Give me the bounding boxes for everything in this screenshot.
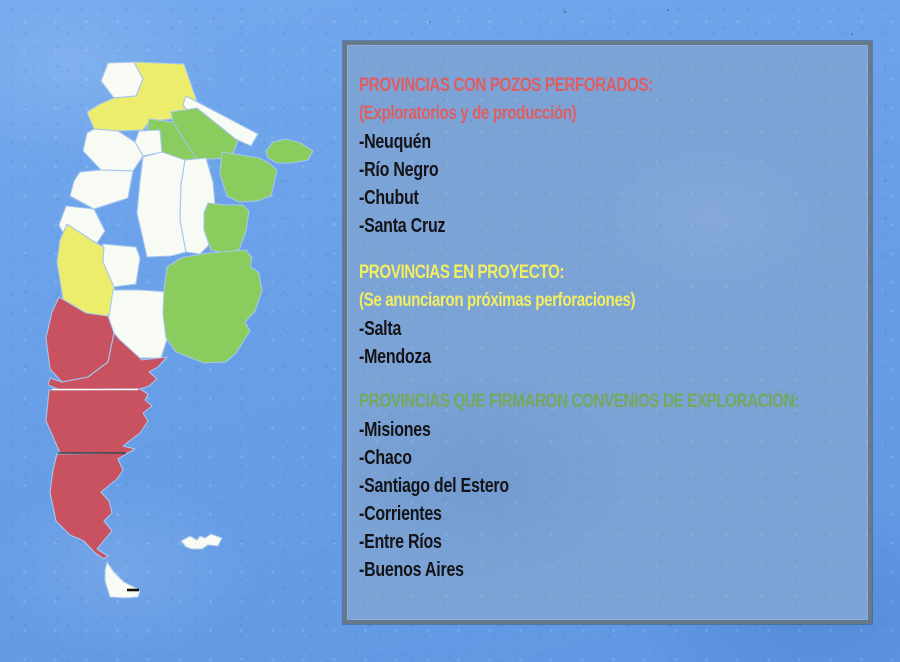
- legend-item: -Buenos Aires: [359, 559, 464, 581]
- province-misiones: [265, 138, 314, 164]
- argentina-map: [45, 61, 314, 599]
- legend-section-drilled: PROVINCIAS CON POZOS PERFORADOS: (Explor…: [359, 72, 856, 240]
- province-la-rioja: [69, 169, 134, 210]
- section-subtitle-project: (Se anunciaron próximas perforaciones): [359, 290, 636, 311]
- legend-item: -Entre Ríos: [359, 531, 442, 553]
- legend-item: -Chubut: [359, 187, 419, 209]
- legend-section-project: PROVINCIAS EN PROYECTO: (Se anunciaron p…: [359, 259, 856, 371]
- province-santa-cruz: [49, 452, 129, 560]
- legend-item: -Misiones: [359, 419, 431, 441]
- province-entre-rios: [203, 202, 250, 254]
- legend-item: -Santa Cruz: [359, 215, 446, 237]
- province-corrientes: [219, 151, 278, 203]
- legend-item: -Mendoza: [359, 346, 431, 368]
- legend-item: -Neuquén: [359, 131, 431, 153]
- legend-panel: PROVINCIAS CON POZOS PERFORADOS: (Explor…: [343, 41, 872, 624]
- legend-section-agreement: PROVINCIAS QUE FIRMARON CONVENIOS DE EXP…: [359, 388, 856, 584]
- province-islas-malvinas: [180, 533, 223, 550]
- legend-item: -Santiago del Estero: [359, 475, 509, 497]
- province-buenos-aires: [162, 249, 263, 364]
- province-cordoba: [136, 151, 187, 258]
- legend-item: -Corrientes: [359, 503, 442, 525]
- section-title-drilled: PROVINCIAS CON POZOS PERFORADOS:: [359, 75, 653, 96]
- province-catamarca: [82, 128, 144, 172]
- section-title-project: PROVINCIAS EN PROYECTO:: [359, 262, 565, 283]
- section-subtitle-drilled: (Exploratorios y de producción): [359, 103, 577, 124]
- legend-item: -Salta: [359, 318, 402, 340]
- province-chubut: [45, 388, 153, 454]
- legend-item: -Río Negro: [359, 159, 439, 181]
- section-title-agreement: PROVINCIAS QUE FIRMARON CONVENIOS DE EXP…: [359, 391, 799, 412]
- legend-item: -Chaco: [359, 447, 412, 469]
- province-tierra-del-fuego: [104, 561, 141, 599]
